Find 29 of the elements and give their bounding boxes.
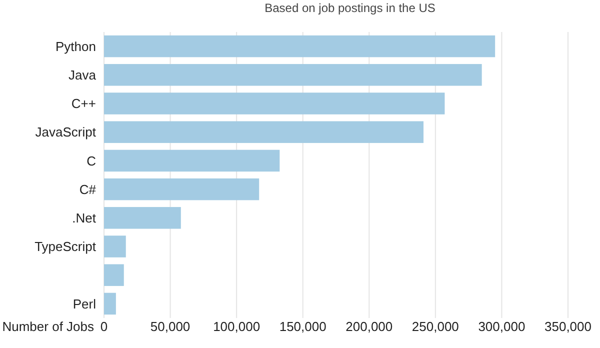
bar — [104, 150, 280, 172]
y-tick-label: C++ — [71, 96, 96, 112]
bar — [104, 121, 424, 143]
bar — [104, 64, 482, 86]
chart-subtitle: Based on job postings in the US — [264, 1, 436, 15]
bar — [104, 292, 116, 315]
y-tick-label: C — [86, 153, 96, 168]
y-tick-label: TypeScript — [34, 239, 96, 254]
x-tick-label: 350,000 — [544, 319, 592, 334]
x-tick-label: 0 — [100, 319, 108, 334]
y-tick-label: C# — [79, 182, 97, 197]
bar — [104, 92, 445, 114]
x-axis-title: Number of Jobs — [2, 319, 94, 334]
x-tick-label: 250,000 — [412, 319, 459, 334]
x-tick-label: 50,000 — [150, 319, 190, 334]
bar — [104, 35, 496, 58]
bar — [104, 207, 181, 229]
x-tick-label: 300,000 — [478, 319, 526, 334]
bar — [104, 236, 126, 258]
x-tick-label: 200,000 — [346, 319, 393, 334]
y-tick-label: .Net — [72, 210, 96, 226]
x-tick-label: 100,000 — [213, 319, 260, 334]
y-tick-label: Java — [68, 67, 97, 82]
y-tick-label: JavaScript — [35, 124, 96, 140]
y-tick-label: Perl — [72, 296, 96, 312]
bar — [104, 264, 124, 286]
x-tick-label: 150,000 — [279, 319, 326, 334]
y-tick-label: Python — [56, 38, 96, 54]
bar — [104, 178, 260, 200]
